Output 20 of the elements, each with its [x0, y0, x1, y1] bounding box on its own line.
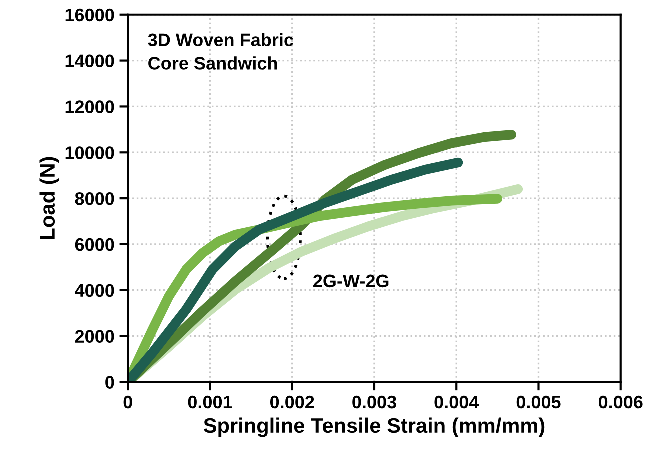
- x-tick-label: 0.002: [270, 396, 314, 409]
- y-tick-label: 12000: [66, 100, 114, 114]
- y-tick-label: 4000: [75, 284, 114, 298]
- annotation: 2G-W-2G: [314, 274, 389, 288]
- x-tick-label: 0.005: [516, 396, 561, 409]
- x-tick-label: 0.004: [434, 396, 480, 409]
- y-tick-label: 10000: [66, 146, 114, 160]
- x-tick-label: 0: [124, 396, 132, 409]
- y-tick-label: 16000: [66, 8, 114, 22]
- x-axis-title: Springline Tensile Strain (mm/mm): [204, 418, 545, 438]
- y-tick-label: 14000: [66, 54, 114, 68]
- annotation: 3D Woven Fabric Core Sandwich: [148, 33, 294, 70]
- x-tick-label: 0.003: [352, 396, 396, 409]
- y-tick-label: 0: [106, 376, 114, 389]
- x-tick-label: 0.006: [598, 396, 643, 409]
- y-tick-label: 2000: [75, 330, 114, 344]
- x-tick-label: 0.001: [188, 396, 232, 409]
- y-tick-label: 8000: [75, 192, 114, 206]
- y-axis-title: Load (N): [40, 157, 60, 240]
- y-tick-label: 6000: [75, 238, 114, 252]
